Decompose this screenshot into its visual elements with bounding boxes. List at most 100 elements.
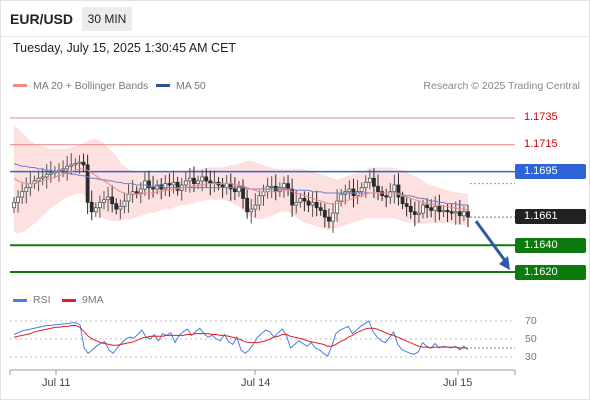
candle-body [277, 187, 282, 193]
rsi-tick-50: 50 [525, 333, 537, 345]
candle-body [286, 183, 290, 190]
candle-body [318, 207, 323, 211]
candle-body [93, 207, 98, 213]
candle-body [359, 187, 364, 193]
ma50-label: MA 50 [176, 80, 206, 92]
time-axis [9, 369, 516, 375]
ma20-line [13, 168, 469, 211]
candle-body [449, 211, 454, 214]
candle-body [445, 209, 450, 213]
candle-body [81, 161, 86, 166]
candle-body [457, 211, 462, 217]
candle-body [282, 183, 286, 189]
candle-body [322, 209, 327, 218]
candle-body [302, 197, 307, 202]
credit-text: Research © 2025 Trading Central [423, 80, 580, 92]
rsi-tick-30: 30 [525, 351, 537, 363]
candle-body [28, 183, 33, 189]
candle-body [388, 191, 393, 198]
candle-body [376, 185, 380, 193]
candle-body [40, 176, 45, 179]
candle-body [347, 188, 352, 193]
candle-body [24, 187, 29, 193]
candle-body [441, 209, 446, 213]
candle-body [421, 204, 425, 214]
candle-body [204, 176, 209, 182]
candle-body [106, 196, 110, 201]
legend-rsi-ma: 9MA [62, 294, 104, 306]
candle-body [167, 183, 172, 186]
candle-body [298, 197, 303, 203]
candle-body [171, 181, 176, 186]
candle-body [114, 203, 119, 210]
candle-body [44, 173, 49, 178]
candle-body [339, 193, 344, 202]
candle-body [408, 205, 413, 213]
candle-body [331, 212, 335, 222]
candle-body [151, 187, 155, 190]
date-label-jul11: Jul 11 [42, 377, 71, 389]
candle-body [367, 177, 372, 183]
candle-body [400, 196, 405, 205]
candle-body [20, 191, 25, 198]
legend-rsi: RSI [13, 294, 51, 306]
candle-body [462, 211, 466, 217]
candle-body [77, 161, 82, 164]
date-label-jul14: Jul 14 [241, 377, 271, 389]
bollinger-band [14, 124, 468, 234]
candle-body [310, 201, 315, 206]
candle-body [12, 201, 16, 209]
candle-body [183, 180, 188, 186]
rsi-label: RSI [33, 294, 51, 306]
candle-body [36, 177, 41, 182]
candle-body [396, 184, 401, 198]
price-panel [10, 117, 515, 273]
candle-body [16, 196, 20, 203]
candle-body [404, 203, 409, 207]
candle-body [134, 191, 139, 194]
ma20-swatch [13, 83, 27, 87]
candle-body [425, 204, 429, 209]
candle-body [110, 196, 115, 205]
candle-body [118, 205, 123, 210]
candle-body [192, 177, 196, 185]
candle-body [122, 200, 127, 207]
candle-body [314, 201, 319, 209]
candle-body [372, 177, 376, 187]
candle-body [85, 164, 90, 203]
candle-body [61, 168, 65, 171]
timeframe-button[interactable]: 30 MIN [82, 7, 132, 31]
candle-body [351, 188, 356, 197]
candle-body [417, 212, 421, 215]
candle-body [433, 205, 438, 211]
ma20-label: MA 20 + Bollinger Bands [33, 80, 149, 92]
candle-body [261, 191, 266, 197]
rsi-ma-line [13, 325, 468, 349]
candle-body [48, 172, 53, 175]
rsi-ma-swatch [62, 298, 76, 302]
header-divider [0, 36, 590, 37]
support-s1-tag: 1.1640 [515, 238, 586, 253]
candle-body [429, 207, 434, 211]
candle-body [412, 211, 417, 215]
candle-body [69, 164, 74, 167]
level-r2-label: 1.1735 [524, 111, 558, 123]
candle-body [138, 188, 143, 194]
rsi-swatch [13, 298, 27, 302]
rsi-tick-70: 70 [525, 315, 537, 327]
candle-body [355, 191, 360, 197]
candle-body [175, 181, 180, 191]
candle-body [73, 163, 78, 166]
candle-body [245, 197, 250, 213]
candle-body [327, 216, 331, 222]
candle-body [335, 200, 340, 214]
last-price-tag: 1.1661 [515, 209, 586, 224]
candle-body [232, 188, 237, 193]
candle-body [257, 195, 262, 206]
projection-arrow-head [499, 256, 510, 270]
top-bar: EUR/USD 30 MIN [0, 0, 590, 36]
candle-body [97, 201, 102, 209]
timestamp: Tuesday, July 15, 2025 1:30:45 AM CET [13, 41, 237, 55]
level-r1-label: 1.1715 [524, 138, 558, 150]
